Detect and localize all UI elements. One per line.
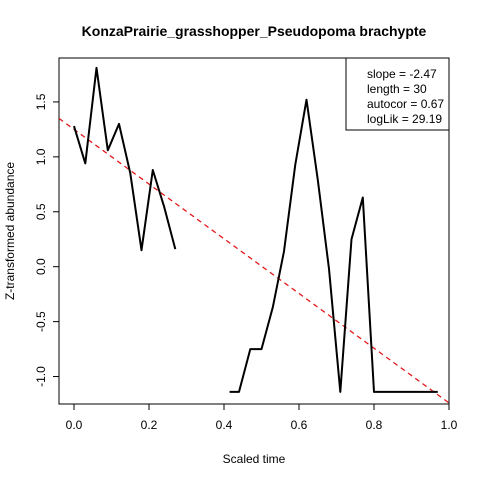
stats-legend-box	[345, 57, 450, 131]
stats-slope: slope = -2.47	[367, 67, 437, 81]
x-tick-label: 0.6	[291, 418, 308, 432]
x-axis-label: Scaled time	[223, 452, 286, 466]
y-tick-label: 0.0	[34, 258, 48, 275]
y-axis-label: Z-transformed abundance	[3, 162, 17, 300]
x-tick-label: 0.8	[366, 418, 383, 432]
trend-line-group	[58, 117, 450, 404]
y-axis: -1.0 -0.5 0.0 0.5 1.0 1.5	[34, 93, 59, 387]
plot-frame	[58, 57, 450, 405]
stats-legend: slope = -2.47 length = 30 autocor = 0.67…	[345, 57, 450, 131]
stats-length: length = 30	[367, 82, 427, 96]
series-group	[73, 66, 438, 393]
stats-loglik: logLik = 29.19	[367, 112, 442, 126]
y-tick-label: -1.0	[34, 366, 48, 387]
trend-line	[58, 117, 450, 404]
stats-autocor: autocor = 0.67	[367, 97, 444, 111]
y-tick-label: 0.5	[34, 203, 48, 220]
x-tick-label: 1.0	[441, 418, 458, 432]
y-tick-label: -0.5	[34, 311, 48, 332]
y-tick-label: 1.5	[34, 93, 48, 110]
x-tick-label: 0.2	[141, 418, 158, 432]
chart-title: KonzaPrairie_grasshopper_Pseudopoma brac…	[82, 23, 427, 39]
series-line-segment	[229, 98, 438, 393]
x-tick-label: 0.0	[66, 418, 83, 432]
y-tick-label: 1.0	[34, 148, 48, 165]
series-line-segment	[73, 66, 177, 252]
x-axis: 0.0 0.2 0.4 0.6 0.8 1.0	[66, 404, 458, 432]
x-tick-label: 0.4	[216, 418, 233, 432]
